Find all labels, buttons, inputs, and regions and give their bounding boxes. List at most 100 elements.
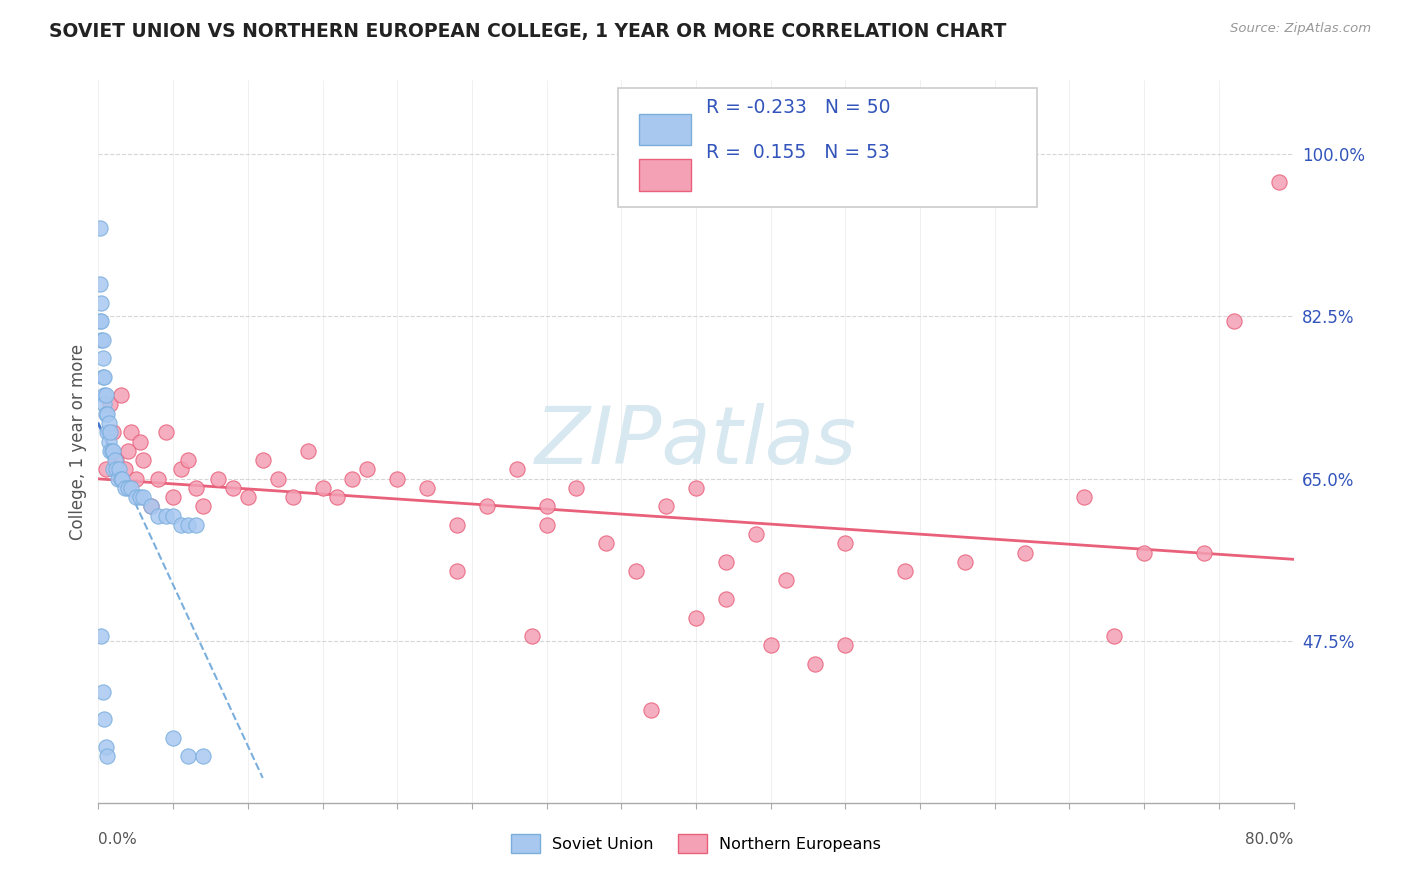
Text: R = -0.233   N = 50: R = -0.233 N = 50 bbox=[706, 97, 890, 117]
Point bbox=[184, 481, 207, 495]
Point bbox=[184, 517, 207, 532]
Point bbox=[326, 490, 349, 504]
Text: 0.0%: 0.0% bbox=[98, 831, 138, 847]
Point bbox=[177, 453, 200, 467]
Point bbox=[834, 536, 856, 550]
Point bbox=[93, 397, 115, 411]
Point bbox=[162, 508, 184, 523]
Point bbox=[1223, 314, 1246, 328]
Point bbox=[536, 517, 558, 532]
Point bbox=[685, 610, 707, 624]
Point bbox=[93, 388, 115, 402]
Point bbox=[125, 472, 148, 486]
Point bbox=[91, 684, 114, 698]
Point bbox=[91, 369, 114, 384]
Point bbox=[90, 629, 112, 643]
Point bbox=[222, 481, 245, 495]
Point bbox=[97, 434, 120, 449]
Point bbox=[446, 517, 468, 532]
Point bbox=[595, 536, 617, 550]
Point bbox=[177, 517, 200, 532]
Y-axis label: College, 1 year or more: College, 1 year or more bbox=[69, 343, 87, 540]
Point bbox=[98, 397, 122, 411]
Point bbox=[169, 517, 191, 532]
Point bbox=[117, 481, 139, 495]
Point bbox=[91, 351, 114, 366]
Point bbox=[162, 731, 184, 745]
Point bbox=[191, 500, 214, 514]
Point bbox=[93, 713, 115, 727]
Point bbox=[120, 425, 142, 440]
Point bbox=[96, 749, 118, 764]
Point bbox=[96, 407, 118, 421]
Point bbox=[191, 749, 214, 764]
Point bbox=[207, 472, 229, 486]
Point bbox=[117, 443, 139, 458]
Point bbox=[120, 481, 142, 495]
Point bbox=[98, 443, 122, 458]
Point bbox=[297, 443, 319, 458]
Point bbox=[1192, 546, 1215, 560]
Point bbox=[89, 277, 111, 291]
Point bbox=[1073, 490, 1095, 504]
Point bbox=[1133, 546, 1156, 560]
Point bbox=[155, 425, 177, 440]
Point bbox=[114, 481, 136, 495]
Point bbox=[91, 333, 114, 347]
Point bbox=[139, 500, 162, 514]
Point bbox=[714, 555, 737, 569]
Point bbox=[129, 434, 152, 449]
Point bbox=[953, 555, 976, 569]
Point bbox=[107, 472, 129, 486]
FancyBboxPatch shape bbox=[619, 87, 1036, 207]
Point bbox=[759, 638, 782, 652]
Text: SOVIET UNION VS NORTHERN EUROPEAN COLLEGE, 1 YEAR OR MORE CORRELATION CHART: SOVIET UNION VS NORTHERN EUROPEAN COLLEG… bbox=[49, 22, 1007, 41]
Point bbox=[105, 453, 128, 467]
Point bbox=[416, 481, 439, 495]
Point bbox=[655, 500, 678, 514]
Point bbox=[139, 500, 162, 514]
Point bbox=[281, 490, 304, 504]
Point bbox=[103, 425, 125, 440]
Text: R =  0.155   N = 53: R = 0.155 N = 53 bbox=[706, 143, 890, 162]
Point bbox=[101, 443, 124, 458]
Point bbox=[1014, 546, 1036, 560]
Point bbox=[745, 527, 768, 541]
Point bbox=[114, 462, 136, 476]
Point bbox=[105, 462, 128, 476]
Point bbox=[93, 369, 115, 384]
Point bbox=[110, 388, 132, 402]
Point bbox=[626, 564, 648, 578]
Point bbox=[311, 481, 333, 495]
Text: Source: ZipAtlas.com: Source: ZipAtlas.com bbox=[1230, 22, 1371, 36]
Point bbox=[94, 462, 117, 476]
FancyBboxPatch shape bbox=[638, 113, 692, 145]
Point bbox=[169, 462, 191, 476]
Point bbox=[342, 472, 364, 486]
Point bbox=[132, 453, 155, 467]
Point bbox=[104, 453, 127, 467]
Point bbox=[385, 472, 409, 486]
Point bbox=[90, 333, 112, 347]
Point bbox=[236, 490, 259, 504]
Point bbox=[97, 416, 120, 430]
Point bbox=[110, 472, 132, 486]
Point bbox=[129, 490, 152, 504]
Point bbox=[94, 388, 117, 402]
Point bbox=[98, 425, 122, 440]
Point bbox=[536, 500, 558, 514]
Point bbox=[520, 629, 543, 643]
Point bbox=[714, 592, 737, 607]
Point bbox=[132, 490, 155, 504]
Point bbox=[108, 462, 131, 476]
Legend: Soviet Union, Northern Europeans: Soviet Union, Northern Europeans bbox=[505, 828, 887, 860]
Point bbox=[162, 490, 184, 504]
Point bbox=[90, 295, 112, 310]
Point bbox=[94, 740, 117, 755]
Point bbox=[804, 657, 827, 671]
Point bbox=[356, 462, 378, 476]
Point bbox=[96, 425, 118, 440]
Point bbox=[775, 574, 797, 588]
Point bbox=[894, 564, 917, 578]
Point bbox=[89, 314, 111, 328]
